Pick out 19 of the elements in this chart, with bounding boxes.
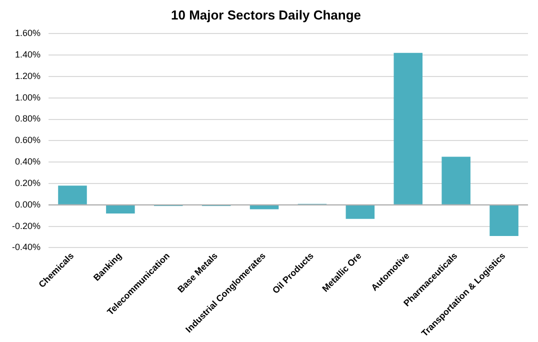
y-tick-label: 1.40% <box>14 50 41 60</box>
y-tick-label: 0.80% <box>14 114 41 124</box>
bar <box>346 205 375 219</box>
y-tick-label: 0.00% <box>14 199 41 210</box>
y-tick-label: 0.60% <box>14 135 41 146</box>
bar <box>442 156 470 204</box>
bar <box>250 205 279 210</box>
chart-title: 10 Major Sectors Daily Change <box>170 7 362 22</box>
y-tick-label: 0.20% <box>14 178 41 188</box>
y-tick-label: 1.60% <box>14 28 41 38</box>
y-tick-label: 1.00% <box>14 92 41 102</box>
bar <box>106 205 135 214</box>
y-tick-label: 1.20% <box>14 70 41 81</box>
bar <box>490 205 518 236</box>
y-tick-label: -0.20% <box>12 220 41 231</box>
bar <box>58 186 87 204</box>
y-tick-label: -0.40% <box>12 242 41 252</box>
y-tick-label: 0.40% <box>14 156 41 167</box>
bar <box>394 52 423 204</box>
